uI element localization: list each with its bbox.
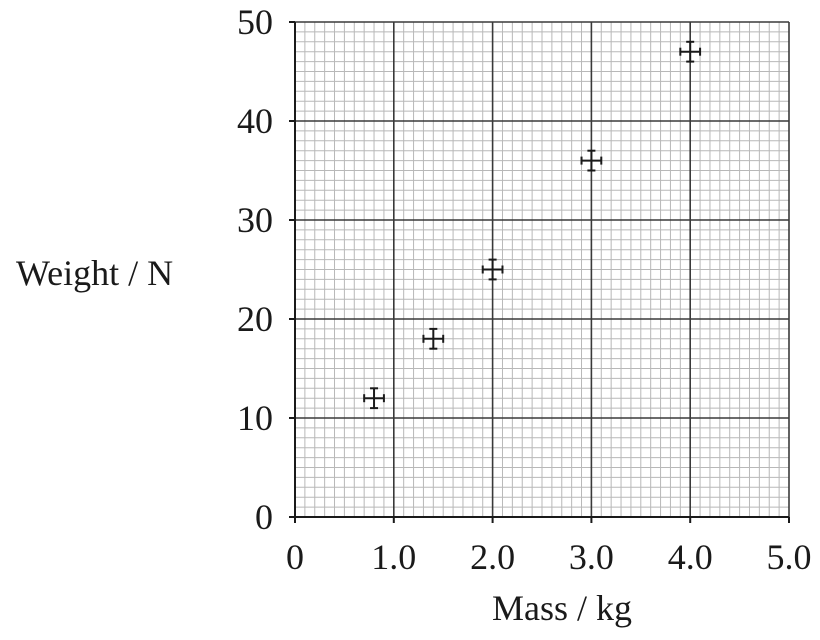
- x-tick-labels: 0 1.0 2.0 3.0 4.0 5.0: [286, 537, 812, 577]
- data-point: [679, 40, 702, 63]
- y-tick-label: 10: [237, 398, 273, 438]
- axes: [289, 21, 790, 523]
- data-point: [481, 258, 504, 281]
- x-tick-label: 0: [286, 537, 304, 577]
- x-tick-label: 3.0: [569, 537, 614, 577]
- y-tick-labels: 0 10 20 30 40 50: [237, 2, 273, 537]
- x-tick-label: 4.0: [668, 537, 713, 577]
- y-tick-label: 20: [237, 299, 273, 339]
- y-tick-label: 30: [237, 200, 273, 240]
- x-tick-label: 5.0: [767, 537, 812, 577]
- data-point: [363, 387, 385, 410]
- y-tick-label: 0: [255, 497, 273, 537]
- y-axis-label: Weight / N: [16, 253, 173, 293]
- data-point: [422, 327, 445, 350]
- y-tick-label: 40: [237, 101, 273, 141]
- minor-grid: [295, 22, 789, 517]
- x-tick-label: 2.0: [470, 537, 515, 577]
- data-point: [580, 149, 603, 172]
- data-points: [363, 40, 702, 410]
- x-tick-label: 1.0: [371, 537, 416, 577]
- x-axis-label: Mass / kg: [492, 588, 632, 628]
- y-tick-label: 50: [237, 2, 273, 42]
- major-grid: [295, 22, 789, 517]
